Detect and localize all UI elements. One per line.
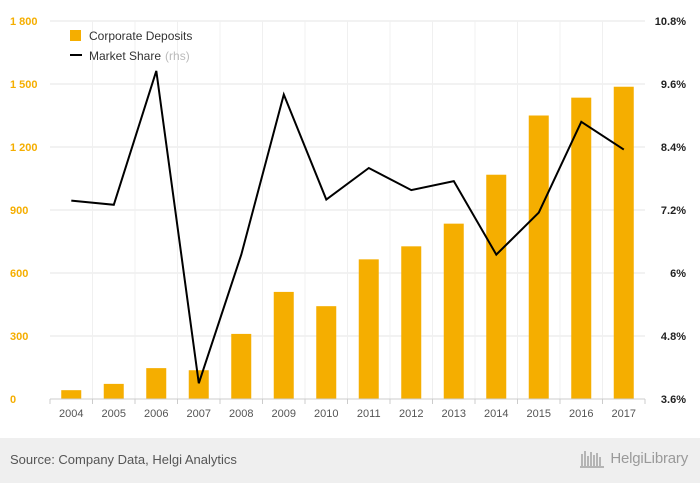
gridlines [50,20,645,399]
helgi-library-logo: HelgiLibrary [580,448,688,468]
y-right-tick-label: 7.2% [661,205,686,217]
bar-2008 [231,333,252,399]
x-tick-label: 2010 [314,408,338,420]
x-tick-label: 2012 [399,408,423,420]
x-tick-label: 2008 [229,408,253,420]
y-right-tick-label: 9.6% [661,79,686,91]
x-tick-label: 2004 [59,408,83,420]
right-y-axis: 3.6% 4.8% 6% 7.2% 8.4% 9.6% 10.8% [655,16,686,406]
x-tick-label: 2009 [272,408,296,420]
line-series-market-share [71,70,625,384]
y-right-tick-label: 4.8% [661,331,686,343]
legend-label-market-share-suffix: (rhs) [165,49,190,63]
bar-2007 [188,370,209,399]
bar-2013 [443,223,464,399]
bar-2014 [486,174,507,399]
x-tick-label: 2014 [484,408,508,420]
y-left-tick-label: 900 [10,205,28,217]
y-right-tick-label: 3.6% [661,394,686,406]
y-right-tick-label: 10.8% [655,16,686,28]
x-tick-label: 2007 [187,408,211,420]
market-share-line [71,70,625,384]
bar-2012 [401,246,422,399]
x-tick-label: 2013 [442,408,466,420]
bar-2005 [103,383,124,399]
legend-label-corporate-deposits: Corporate Deposits [89,29,192,43]
x-tick-label: 2016 [569,408,593,420]
legend-label-market-share-name: Market Share [89,49,161,63]
x-tick-label: 2017 [612,408,636,420]
y-left-tick-label: 1 200 [10,142,38,154]
chart: 2004 2005 2006 2007 2008 2009 2010 2011 2012 2013… [10,16,686,420]
footer: Source: Company Data, Helgi Analytics He… [0,438,700,483]
legend-swatch-corporate-deposits [70,30,81,41]
library-icon [580,451,605,468]
x-tick-label: 2005 [102,408,126,420]
x-axis: 2004 2005 2006 2007 2008 2009 2010 2011 2012 2013… [49,398,646,420]
bar-2006 [146,368,167,399]
bar-2011 [358,259,379,399]
legend-label-market-share: Market Share (rhs) [89,49,190,63]
bar-2015 [528,115,549,399]
bar-2016 [571,97,592,400]
y-left-tick-label: 0 [10,394,16,406]
y-right-tick-label: 8.4% [661,142,686,154]
y-left-tick-label: 1 500 [10,79,38,91]
bar-series-corporate-deposits [61,86,634,400]
legend: Corporate Deposits Market Share (rhs) [70,29,192,63]
bar-2004 [61,390,82,399]
y-left-tick-label: 600 [10,268,28,280]
bar-2009 [273,291,294,399]
x-tick-label: 2006 [144,408,168,420]
y-left-tick-label: 300 [10,331,28,343]
x-tick-label: 2011 [357,408,381,420]
x-tick-label: 2015 [527,408,551,420]
y-right-tick-label: 6% [670,268,686,280]
logo-text: HelgiLibrary [610,449,688,467]
y-left-tick-label: 1 800 [10,16,38,28]
bar-2010 [316,306,337,399]
left-y-axis: 0 300 600 900 1 200 1 500 1 800 [10,16,38,406]
bar-2017 [613,86,634,399]
source-text: Source: Company Data, Helgi Analytics [10,452,237,467]
